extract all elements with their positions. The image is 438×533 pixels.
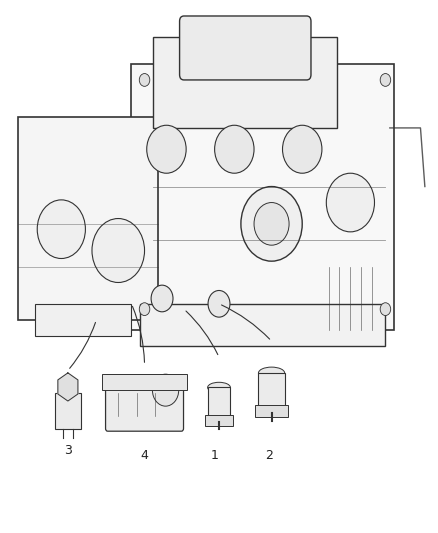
Circle shape [208, 290, 230, 317]
Circle shape [241, 187, 302, 261]
FancyBboxPatch shape [102, 374, 187, 390]
Text: 4: 4 [141, 449, 148, 462]
Circle shape [92, 219, 145, 282]
FancyBboxPatch shape [205, 415, 233, 425]
Ellipse shape [258, 367, 285, 379]
Circle shape [215, 125, 254, 173]
FancyBboxPatch shape [153, 37, 337, 128]
Circle shape [139, 74, 150, 86]
Circle shape [283, 125, 322, 173]
Text: 1: 1 [211, 449, 219, 462]
Circle shape [380, 74, 391, 86]
Polygon shape [58, 373, 78, 401]
FancyBboxPatch shape [255, 405, 288, 417]
FancyBboxPatch shape [131, 64, 394, 330]
Circle shape [37, 200, 85, 259]
Circle shape [152, 374, 179, 406]
Circle shape [151, 285, 173, 312]
FancyBboxPatch shape [180, 16, 311, 80]
Text: 2: 2 [265, 449, 273, 462]
Circle shape [147, 125, 186, 173]
FancyBboxPatch shape [35, 304, 131, 336]
Circle shape [254, 203, 289, 245]
Circle shape [139, 303, 150, 316]
Circle shape [380, 303, 391, 316]
FancyBboxPatch shape [258, 373, 285, 413]
Text: 3: 3 [64, 444, 72, 457]
FancyBboxPatch shape [18, 117, 158, 320]
FancyBboxPatch shape [106, 375, 184, 431]
FancyBboxPatch shape [208, 387, 230, 422]
Circle shape [326, 173, 374, 232]
FancyBboxPatch shape [140, 304, 385, 346]
Ellipse shape [208, 382, 230, 393]
FancyBboxPatch shape [55, 393, 81, 429]
